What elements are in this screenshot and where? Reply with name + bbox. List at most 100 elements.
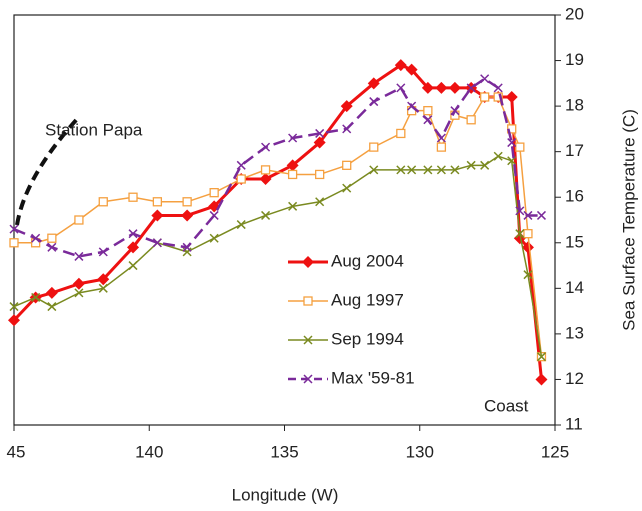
marker — [286, 159, 299, 172]
marker — [436, 142, 447, 152]
y-tick-label: 15 — [565, 232, 584, 251]
marker — [396, 83, 406, 93]
marker — [421, 81, 434, 94]
marker — [315, 169, 325, 180]
marker — [513, 232, 526, 245]
y-axis-label: Sea Surface Temperature (C) — [619, 109, 638, 331]
x-tick-label: 135 — [270, 442, 298, 461]
x-tick-label: 130 — [406, 442, 434, 461]
marker — [31, 292, 41, 302]
marker — [128, 261, 138, 271]
marker — [236, 220, 246, 230]
marker — [493, 83, 503, 93]
marker — [209, 210, 219, 220]
marker — [536, 352, 547, 362]
marker — [9, 302, 19, 312]
annotation: Station Papa — [45, 120, 143, 139]
marker — [480, 160, 490, 170]
marker — [47, 242, 57, 252]
legend-marker — [303, 335, 313, 345]
marker — [515, 206, 525, 216]
marker — [74, 288, 84, 298]
marker — [236, 174, 246, 184]
marker — [369, 165, 379, 175]
marker — [396, 165, 406, 175]
marker — [493, 92, 503, 102]
marker — [523, 229, 533, 239]
marker — [536, 210, 547, 220]
legend-label: Sep 1994 — [331, 329, 404, 348]
marker — [521, 241, 534, 254]
marker — [8, 314, 20, 327]
marker — [260, 165, 271, 175]
marker — [128, 229, 138, 239]
marker — [423, 106, 433, 116]
y-tick-label: 17 — [565, 141, 584, 160]
legend-label: Aug 1997 — [331, 290, 404, 309]
marker — [535, 373, 548, 386]
marker — [466, 83, 476, 93]
marker — [436, 165, 446, 175]
marker — [448, 81, 461, 94]
marker — [436, 133, 446, 143]
marker — [236, 160, 246, 170]
marker — [435, 81, 448, 94]
series-line — [12, 63, 543, 380]
marker — [450, 165, 460, 175]
marker — [31, 233, 41, 243]
marker — [407, 101, 417, 111]
marker — [45, 286, 58, 299]
marker — [98, 247, 108, 257]
marker — [340, 100, 353, 113]
y-tick-label: 20 — [565, 4, 584, 23]
marker — [450, 106, 460, 116]
marker — [209, 233, 219, 243]
marker — [74, 215, 84, 225]
marker — [466, 160, 476, 170]
marker — [261, 210, 271, 220]
marker — [313, 136, 326, 149]
marker — [369, 142, 379, 152]
marker — [342, 183, 352, 193]
marker — [288, 201, 298, 211]
marker — [396, 128, 406, 139]
marker — [98, 283, 108, 293]
marker — [9, 238, 19, 248]
marker — [369, 97, 379, 107]
marker — [407, 165, 417, 175]
marker — [72, 277, 85, 290]
marker — [98, 197, 108, 207]
marker — [128, 192, 138, 202]
legend-marker — [302, 256, 314, 268]
x-tick-label: 125 — [541, 442, 569, 461]
marker — [97, 273, 110, 286]
station-papa-arrow — [15, 116, 80, 226]
marker — [315, 128, 325, 138]
marker — [394, 59, 407, 72]
y-tick-label: 18 — [565, 96, 584, 115]
legend-label: Max '59-81 — [331, 368, 415, 387]
marker — [515, 229, 525, 239]
legend-marker — [303, 296, 313, 306]
marker — [9, 224, 19, 234]
marker — [342, 124, 352, 134]
y-tick-label: 11 — [565, 414, 583, 433]
marker — [127, 241, 140, 254]
marker — [507, 124, 517, 134]
marker — [151, 209, 164, 222]
marker — [287, 169, 298, 180]
marker — [523, 210, 533, 220]
marker — [74, 251, 84, 261]
marker — [423, 115, 433, 125]
marker — [507, 138, 517, 148]
legend-label: Aug 2004 — [331, 251, 404, 270]
marker — [423, 165, 433, 175]
series-line — [13, 155, 543, 357]
y-tick-label: 13 — [565, 323, 584, 342]
x-tick-label: 140 — [135, 442, 163, 461]
marker — [505, 91, 518, 103]
marker — [47, 233, 57, 243]
marker — [182, 242, 192, 252]
